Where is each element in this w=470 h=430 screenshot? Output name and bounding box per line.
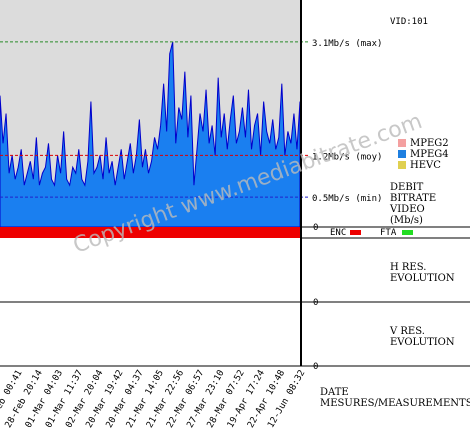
legend-swatch bbox=[398, 150, 406, 158]
x-axis-label: DATE bbox=[320, 387, 349, 398]
y-axis-label: VIDEO bbox=[389, 204, 425, 215]
status-bar bbox=[0, 227, 300, 238]
y-axis-label: (Mb/s) bbox=[390, 215, 423, 226]
reference-label: 3.1Mb/s (max) bbox=[312, 39, 382, 49]
panel-tick-label: 0 bbox=[313, 298, 318, 308]
legend-swatch bbox=[398, 161, 406, 169]
panel-label: H RES. bbox=[390, 262, 426, 273]
status-label: ENC bbox=[330, 228, 346, 238]
panel-label: EVOLUTION bbox=[390, 337, 455, 348]
reference-label: 1.2Mb/s (moy) bbox=[312, 152, 382, 162]
y-tick-label: 0 bbox=[313, 223, 318, 233]
legend-label: MPEG2 bbox=[410, 138, 449, 149]
panel-tick-label: 0 bbox=[313, 362, 318, 372]
y-axis-label: DEBIT bbox=[390, 182, 424, 193]
status-swatch bbox=[350, 230, 361, 235]
panel-label: V RES. bbox=[389, 326, 425, 337]
reference-label: 0.5Mb/s (min) bbox=[312, 194, 382, 204]
id-label: VID:101 bbox=[390, 17, 428, 27]
panel-label: EVOLUTION bbox=[390, 273, 455, 284]
legend-label: MPEG4 bbox=[410, 149, 449, 160]
legend-swatch bbox=[398, 139, 406, 147]
x-axis-label: MESURES/MEASUREMENTS bbox=[320, 398, 470, 409]
legend-label: HEVC bbox=[410, 160, 441, 171]
status-swatch bbox=[402, 230, 413, 235]
bitrate-area bbox=[0, 41, 301, 228]
y-axis-label: BITRATE bbox=[390, 193, 436, 204]
status-label: FTA bbox=[380, 228, 397, 238]
